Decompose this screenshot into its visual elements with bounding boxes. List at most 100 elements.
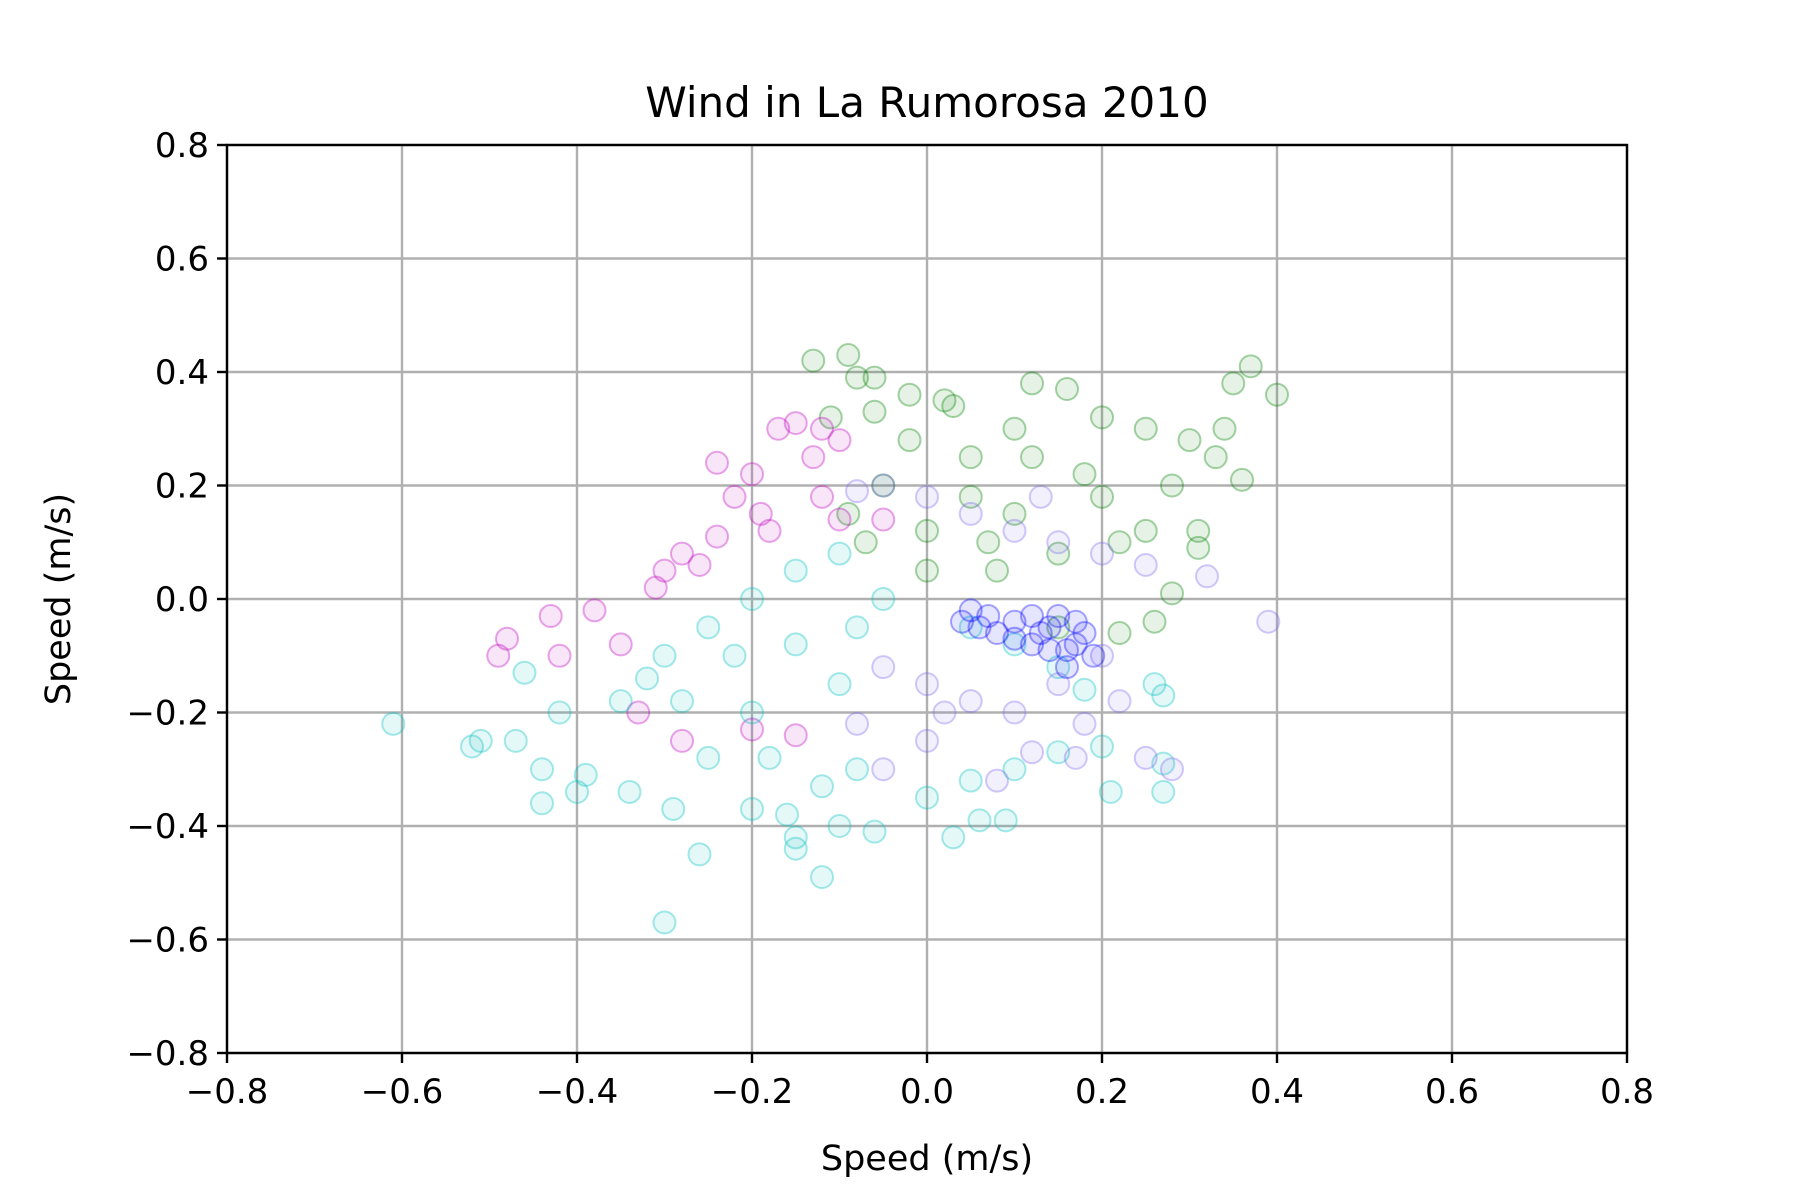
scatter-point bbox=[932, 700, 957, 725]
scatter-point bbox=[1186, 535, 1211, 560]
scatter-point bbox=[783, 411, 808, 436]
scatter-point bbox=[547, 643, 572, 668]
scatter-point bbox=[757, 745, 782, 770]
y-tick-label: 0.0 bbox=[155, 580, 209, 620]
scatter-point bbox=[862, 819, 887, 844]
scatter-point bbox=[915, 484, 939, 509]
scatter-point bbox=[626, 700, 651, 725]
scatter-point bbox=[1020, 632, 1044, 657]
scatter-point bbox=[1063, 745, 1088, 770]
scatter-point bbox=[915, 558, 939, 583]
y-tick-label: 0.8 bbox=[155, 126, 209, 166]
x-tick-label: −0.2 bbox=[711, 1072, 794, 1112]
scatter-point bbox=[1046, 672, 1071, 697]
scatter-point bbox=[941, 825, 966, 850]
scatter-point bbox=[740, 700, 764, 725]
scatter-point bbox=[932, 388, 957, 413]
scatter-point bbox=[958, 598, 983, 623]
grid bbox=[225, 143, 1629, 1055]
scatter-point bbox=[862, 365, 887, 390]
scatter-point bbox=[1072, 711, 1097, 736]
scatter-point bbox=[740, 587, 764, 611]
scatter-point bbox=[1028, 484, 1053, 509]
scatter-point bbox=[1002, 700, 1027, 725]
scatter-point bbox=[1028, 621, 1053, 646]
scatter-point bbox=[495, 626, 519, 651]
scatter-point bbox=[958, 615, 983, 640]
scatter-series-5 bbox=[950, 598, 1106, 680]
scatter-point bbox=[941, 394, 966, 419]
scatter-point bbox=[871, 507, 896, 532]
scatter-point bbox=[958, 484, 983, 509]
scatter-point bbox=[871, 655, 896, 680]
scatter-point bbox=[652, 558, 677, 583]
scatter-point bbox=[1151, 751, 1176, 776]
y-tick-label: 0.6 bbox=[155, 240, 209, 280]
scatter-point bbox=[958, 689, 983, 714]
scatter-series-4 bbox=[845, 473, 1281, 793]
scatter-point bbox=[1046, 530, 1071, 555]
y-axis-label: Speed (m/s) bbox=[39, 493, 79, 705]
scatter-point bbox=[1020, 371, 1044, 396]
scatter-point bbox=[1177, 428, 1202, 453]
scatter-point bbox=[1090, 405, 1114, 430]
scatter-point bbox=[1098, 779, 1123, 804]
scatter-point bbox=[958, 501, 983, 526]
scatter-point bbox=[1020, 740, 1044, 765]
scatter-point bbox=[722, 643, 747, 668]
y-tick-label: −0.6 bbox=[126, 921, 209, 961]
scatter-point bbox=[862, 399, 887, 424]
scatter-point bbox=[1002, 416, 1027, 441]
axis-ticks: −0.8 −0.6 −0.4 −0.2 0.0 0.2 0.4 0.6 0.8 −0.8 −0.6 −… bbox=[126, 126, 1654, 1112]
chart-title: Wind in La Rumorosa 2010 bbox=[645, 78, 1208, 127]
scatter-point bbox=[1063, 632, 1088, 657]
scatter-point bbox=[871, 473, 896, 498]
scatter-point bbox=[845, 479, 869, 504]
scatter-point bbox=[670, 728, 694, 753]
scatter-point bbox=[1151, 683, 1176, 708]
scatter-series-2 bbox=[486, 411, 896, 753]
scatter-point bbox=[573, 762, 598, 787]
scatter-point bbox=[661, 796, 686, 821]
scatter-point bbox=[565, 779, 589, 804]
scatter-point bbox=[1046, 604, 1071, 629]
scatter-point bbox=[1142, 609, 1167, 634]
scatter-point bbox=[643, 575, 668, 600]
scatter-point bbox=[783, 558, 808, 583]
scatter-point bbox=[976, 530, 1001, 555]
scatter-point bbox=[1072, 462, 1097, 487]
scatter-point bbox=[652, 910, 677, 935]
scatter-point bbox=[958, 768, 983, 793]
scatter-point bbox=[1020, 445, 1044, 470]
scatter-point bbox=[845, 757, 869, 782]
scatter-point bbox=[967, 615, 992, 640]
scatter-point bbox=[853, 530, 878, 555]
scatter-point bbox=[985, 621, 1009, 646]
scatter-point bbox=[836, 501, 861, 526]
scatter-point bbox=[635, 666, 659, 691]
scatter-point bbox=[608, 689, 633, 714]
scatter-point bbox=[705, 524, 729, 549]
scatter-point bbox=[1063, 609, 1088, 634]
y-tick-label: −0.8 bbox=[126, 1034, 209, 1074]
scatter-point bbox=[827, 507, 852, 532]
scatter-point bbox=[985, 558, 1009, 583]
scatter-point bbox=[766, 416, 791, 441]
scatter-point bbox=[845, 711, 869, 736]
scatter-point bbox=[915, 728, 939, 753]
scatter-point bbox=[1037, 615, 1062, 640]
scatter-point bbox=[1002, 609, 1027, 634]
scatter-point bbox=[1133, 745, 1158, 770]
scatter-point bbox=[687, 552, 712, 577]
scatter-point bbox=[1046, 541, 1071, 566]
scatter-point bbox=[617, 779, 642, 804]
scatter-point bbox=[1142, 672, 1167, 697]
x-tick-label: −0.8 bbox=[186, 1072, 269, 1112]
scatter-point bbox=[783, 632, 808, 657]
scatter-point bbox=[1256, 609, 1281, 634]
scatter-point bbox=[1160, 581, 1184, 606]
scatter-point bbox=[512, 660, 537, 685]
scatter-point bbox=[827, 541, 852, 566]
